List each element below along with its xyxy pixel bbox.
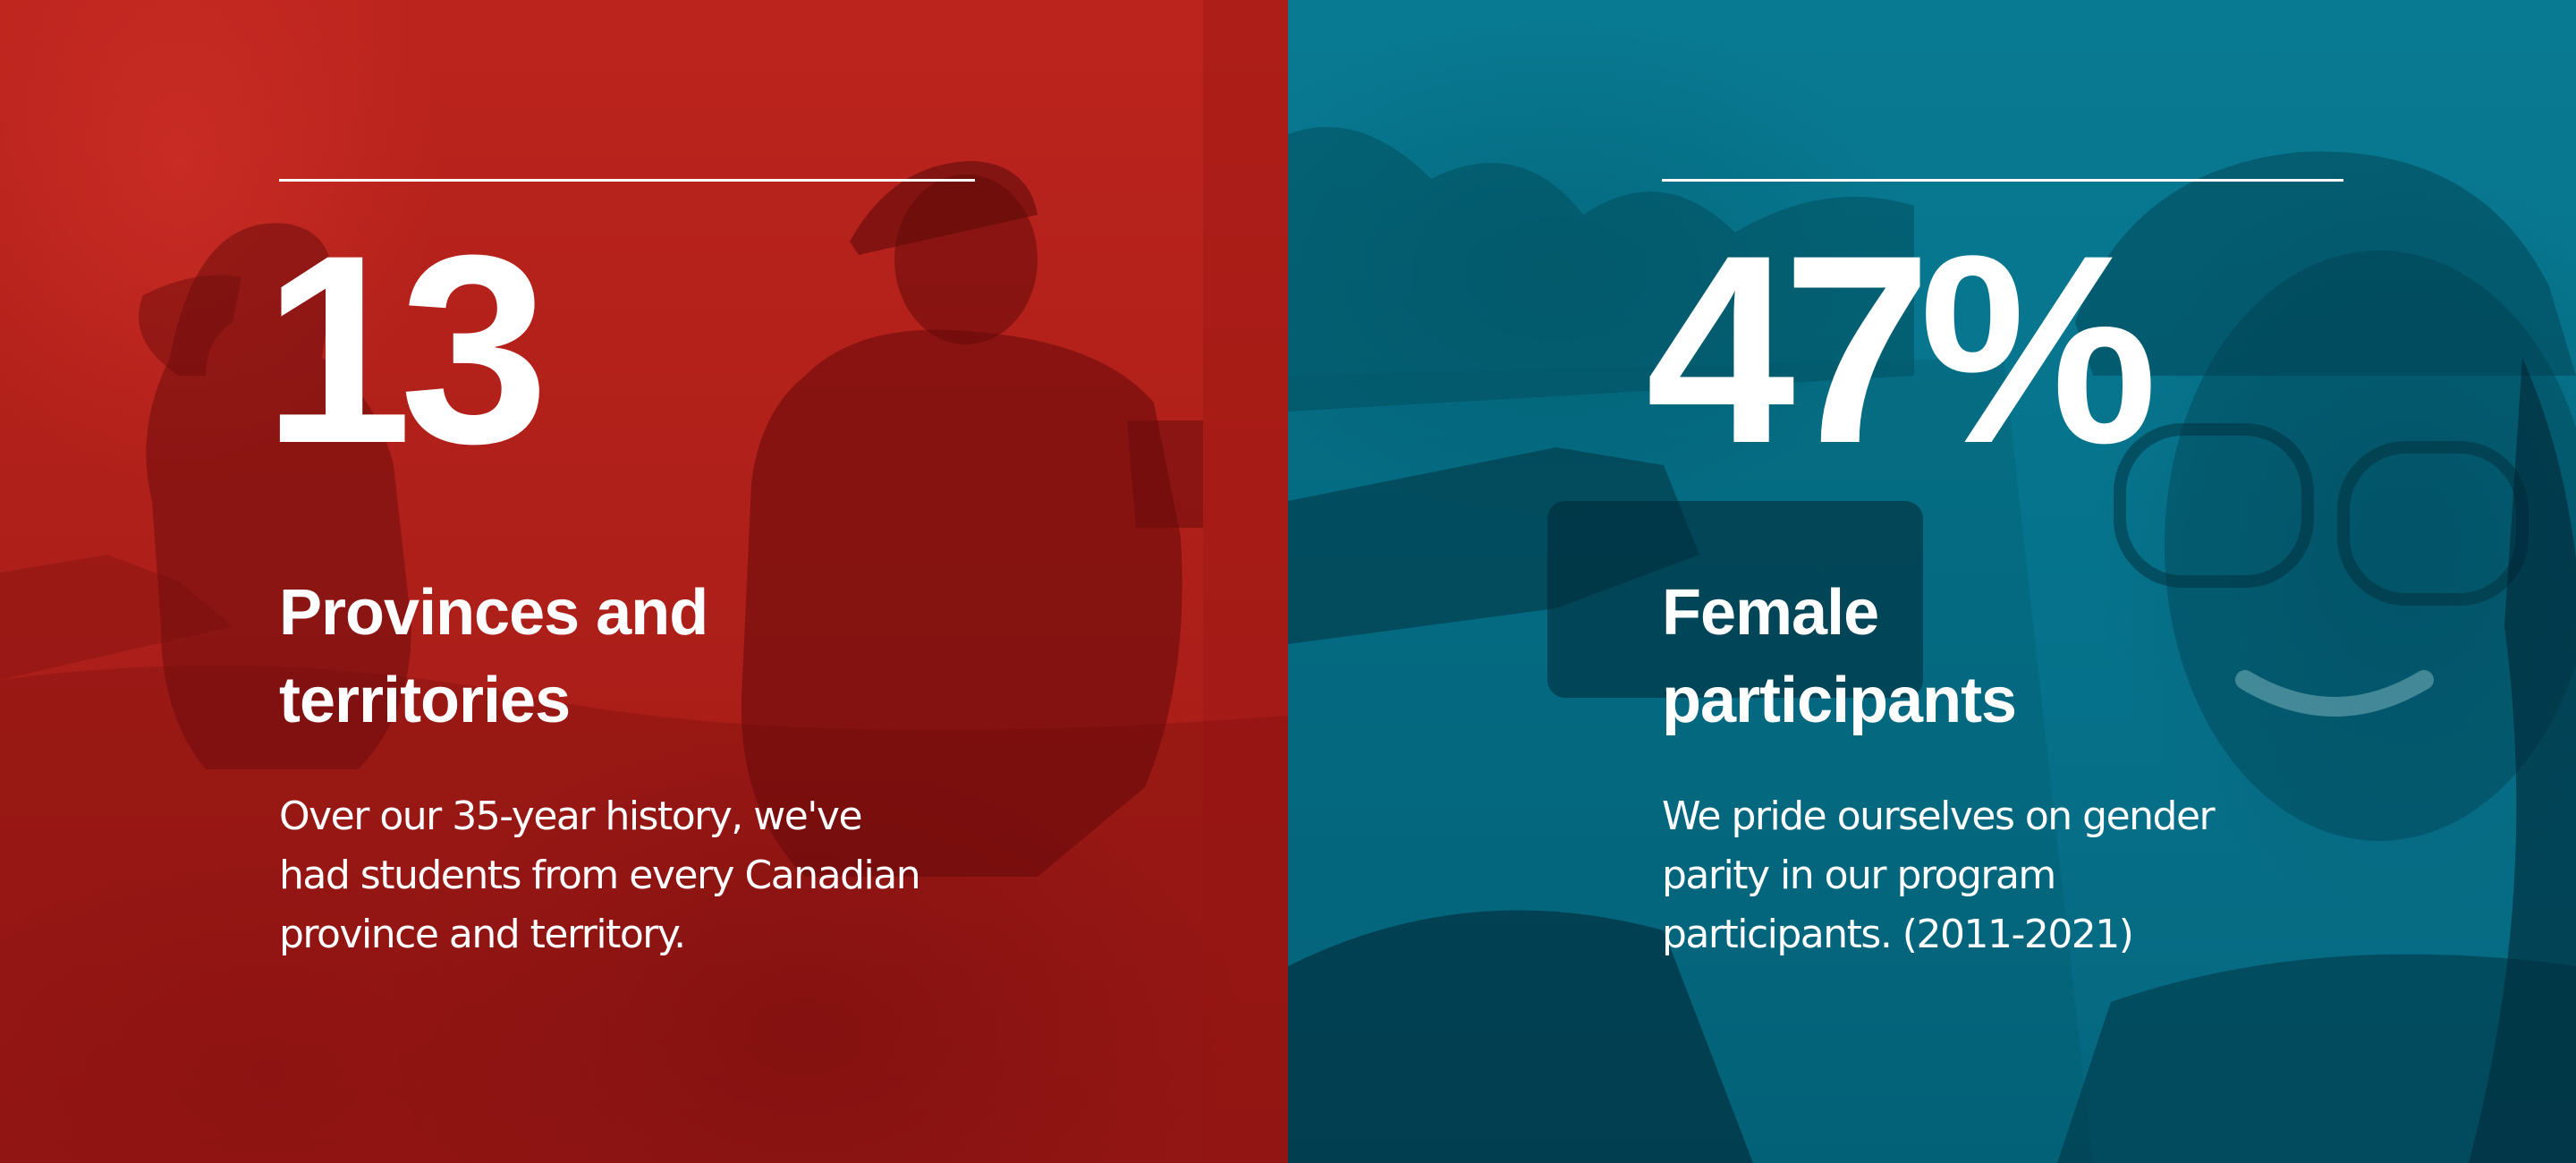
stat-number: 13 (263, 199, 549, 499)
stat-heading-line: Provinces and (279, 577, 708, 649)
stat-description-line: province and territory. (279, 912, 686, 957)
stat-card-provinces: 13 Provinces and territories Over our 35… (0, 0, 1288, 1163)
divider-line (1662, 179, 2343, 182)
stat-heading: Female participants (1662, 569, 2216, 744)
stat-heading: Provinces and territories (279, 569, 834, 744)
stat-description-line: parity in our program (1662, 853, 2056, 898)
stat-description: Over our 35-year history, we've had stud… (279, 787, 977, 964)
stat-heading-line: participants (1662, 665, 2017, 736)
divider-line (279, 179, 975, 182)
stat-description-line: We pride ourselves on gender (1662, 794, 2216, 839)
stat-description-line: had students from every Canadian (279, 853, 921, 898)
stat-description-line: Over our 35-year history, we've (279, 794, 863, 839)
stat-description-line: participants. (2011-2021) (1662, 912, 2134, 957)
stat-number: 47% (1646, 199, 2157, 499)
stat-description: We pride ourselves on gender parity in o… (1662, 787, 2360, 964)
stat-card-female-participants: 47% Female participants We pride ourselv… (1288, 0, 2576, 1163)
stat-heading-line: territories (279, 665, 571, 736)
stat-heading-line: Female (1662, 577, 1879, 649)
